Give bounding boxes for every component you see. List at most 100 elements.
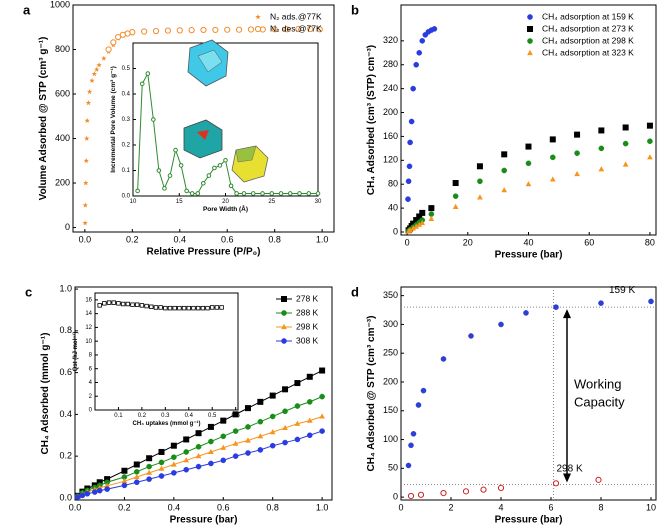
marker: [428, 215, 435, 221]
y-tick-label: 40: [388, 202, 398, 212]
marker: [501, 151, 508, 158]
y-tick-label: 0.2: [122, 143, 131, 149]
marker: [212, 26, 219, 34]
marker: [130, 302, 135, 307]
x-tick-label: 0.2: [138, 413, 147, 419]
cage-icon: [197, 130, 209, 140]
marker: [206, 173, 212, 178]
marker: [498, 321, 504, 328]
marker: [527, 14, 533, 20]
marker: [549, 176, 556, 182]
marker: [134, 302, 140, 307]
marker: [452, 193, 459, 199]
marker: [110, 39, 117, 46]
marker: [282, 386, 289, 393]
marker: [306, 432, 313, 439]
y-tick-label: 0: [393, 226, 398, 236]
marker: [146, 476, 152, 482]
marker: [183, 449, 190, 455]
marker: [139, 303, 145, 308]
marker: [269, 442, 276, 449]
x-tick-label: 0.6: [221, 234, 234, 244]
marker: [527, 38, 533, 44]
marker: [152, 27, 160, 35]
marker: [106, 300, 112, 305]
marker: [468, 333, 474, 339]
legend-label: 288 K: [296, 307, 319, 317]
panel-label: a: [23, 2, 31, 17]
marker: [220, 457, 227, 464]
marker: [416, 49, 423, 56]
x-tick-label: 0.3: [161, 413, 170, 419]
y-tick-label: 200: [55, 177, 70, 187]
marker: [170, 442, 177, 449]
x-axis-title: Pressure (bar): [495, 249, 563, 260]
marker: [294, 380, 301, 387]
y-tick-label: 120: [383, 155, 398, 165]
marker: [178, 163, 184, 168]
marker: [195, 191, 201, 196]
legend-label: 308 K: [296, 335, 319, 345]
y-tick-label: 1.0: [59, 283, 72, 293]
marker: [476, 163, 483, 170]
marker: [527, 49, 533, 56]
marker: [220, 433, 227, 440]
marker: [281, 310, 287, 316]
marker: [281, 338, 287, 344]
marker: [413, 223, 420, 229]
marker: [121, 467, 128, 474]
marker: [315, 191, 321, 196]
marker: [158, 473, 165, 479]
marker: [114, 33, 122, 41]
marker: [214, 305, 220, 310]
marker: [406, 163, 413, 170]
marker: [257, 433, 264, 439]
x-tick-label: 20: [463, 237, 473, 247]
y-tick-label: 100: [383, 434, 398, 444]
marker: [167, 305, 173, 311]
marker: [294, 403, 301, 409]
marker: [407, 139, 413, 146]
x-tick-label: 80: [645, 237, 655, 247]
marker: [235, 26, 243, 33]
panel-label: c: [25, 284, 32, 299]
annotation: Working: [574, 376, 621, 391]
marker: [255, 14, 261, 20]
marker: [91, 489, 98, 495]
marker: [281, 323, 287, 330]
marker: [306, 399, 313, 405]
marker: [208, 460, 214, 467]
marker: [146, 469, 152, 475]
marker: [105, 46, 112, 53]
marker: [183, 436, 190, 443]
legend-label: CH₄ adsorption at 273 K: [542, 23, 634, 33]
marker: [419, 219, 426, 226]
marker: [171, 470, 177, 476]
y-axis-title: CH₄ Adsorbed (cm³ (STP) cm⁻³): [366, 45, 377, 195]
marker: [104, 486, 110, 492]
marker: [145, 71, 151, 76]
marker: [224, 26, 231, 33]
marker: [172, 305, 177, 311]
marker: [84, 490, 91, 497]
marker: [135, 188, 140, 194]
marker: [549, 136, 556, 143]
marker: [220, 417, 227, 424]
legend-label: CH₄ adsorption at 159 K: [542, 11, 634, 21]
marker: [405, 178, 412, 185]
marker: [208, 448, 214, 455]
x-tick-label: 30: [315, 199, 322, 205]
y-tick-label: 150: [383, 405, 398, 415]
series-annotation: 159 K: [609, 285, 635, 296]
marker: [440, 489, 447, 497]
marker: [89, 77, 95, 83]
y-tick-label: 250: [383, 348, 398, 358]
marker: [232, 440, 239, 446]
x-tick-label: 0.6: [231, 413, 240, 419]
marker: [158, 448, 165, 455]
marker: [307, 25, 314, 33]
marker: [104, 482, 110, 488]
marker: [648, 298, 654, 305]
legend-label: 278 K: [296, 293, 319, 303]
